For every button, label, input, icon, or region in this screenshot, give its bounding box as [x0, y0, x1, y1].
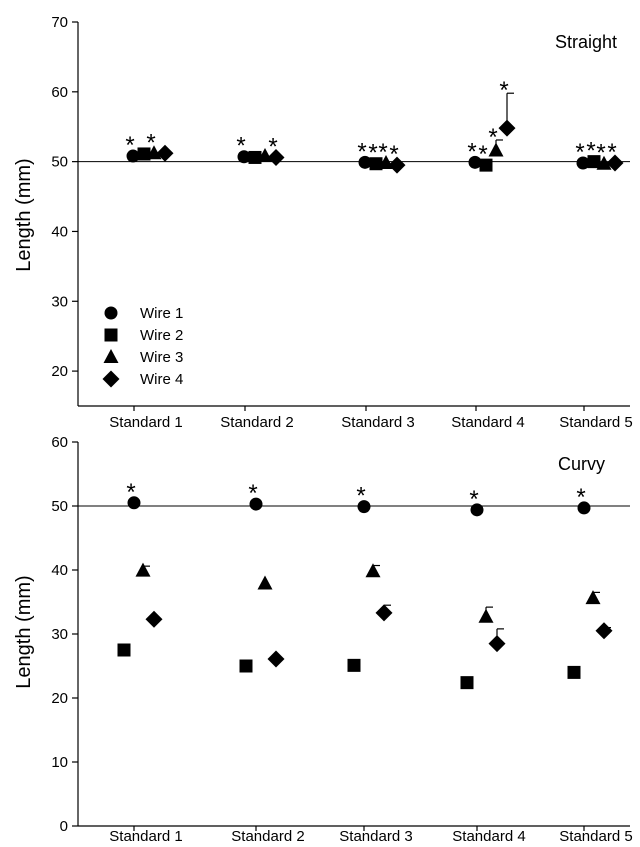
data-point: [146, 145, 162, 160]
data-point: [468, 155, 482, 169]
x-tick-label: Standard 2: [220, 414, 293, 431]
data-point: [347, 658, 361, 672]
y-tick-label: 20: [51, 690, 68, 707]
x-tick-label: Standard 2: [231, 828, 304, 845]
data-point: [135, 562, 151, 577]
data-point: [585, 590, 601, 605]
significance-star: *: [146, 129, 155, 156]
significance-star: *: [488, 124, 497, 151]
data-point: [470, 503, 484, 517]
data-point: [357, 500, 371, 514]
significance-star: *: [268, 133, 277, 160]
legend-marker: [103, 349, 119, 363]
data-point: [117, 643, 131, 657]
significance-star: *: [576, 484, 585, 511]
data-point: [249, 497, 263, 511]
data-point: [137, 147, 151, 161]
significance-star: *: [596, 140, 605, 167]
data-point: [567, 665, 581, 679]
panel-title: Curvy: [558, 454, 605, 474]
legend-marker: [104, 328, 118, 342]
y-tick-label: 40: [51, 562, 68, 579]
y-tick-label: 40: [51, 223, 68, 240]
x-tick-label: Standard 1: [109, 828, 182, 845]
data-point: [576, 156, 590, 170]
y-tick-label: 30: [51, 626, 68, 643]
y-tick-label: 10: [51, 754, 68, 771]
y-axis-label: Length (mm): [13, 575, 35, 688]
data-point: [358, 155, 372, 169]
significance-star: *: [499, 77, 508, 104]
y-tick-label: 30: [51, 293, 68, 310]
data-point: [606, 154, 624, 172]
data-point: [479, 158, 493, 172]
data-point: [126, 149, 140, 163]
data-point: [145, 610, 163, 628]
data-point: [577, 501, 591, 515]
straight-panel: 20 30 40 50 60 70 Standard 1 Standard 2 Standard…: [13, 14, 633, 431]
x-tick-label: Standard 3: [341, 414, 414, 431]
significance-star: *: [126, 479, 135, 506]
significance-star: *: [378, 139, 387, 166]
data-point: [267, 148, 285, 166]
data-point: [239, 659, 253, 673]
significance-star: *: [478, 141, 487, 168]
curvy-panel: 0 10 20 30 40 50 60 Standard 1 Standard 2 Standar…: [13, 434, 633, 845]
significance-star: *: [356, 483, 365, 510]
data-point: [498, 119, 516, 137]
data-point: [127, 496, 141, 510]
data-point: [488, 142, 504, 157]
x-tick-label: Standard 3: [339, 828, 412, 845]
significance-star: *: [575, 139, 584, 166]
data-point: [365, 563, 381, 578]
y-tick-label: 60: [51, 84, 68, 101]
panel-title: Straight: [555, 32, 617, 52]
data-point: [388, 156, 406, 174]
data-point: [488, 635, 506, 653]
significance-star: *: [389, 141, 398, 168]
y-tick-label: 50: [51, 154, 68, 171]
data-point: [156, 144, 174, 162]
x-tick-label: Standard 4: [452, 828, 525, 845]
y-tick-label: 50: [51, 498, 68, 515]
significance-star: *: [607, 139, 616, 166]
data-point: [375, 604, 393, 622]
data-point: [595, 622, 613, 640]
significance-star: *: [469, 486, 478, 513]
y-axis-label: Length (mm): [13, 158, 35, 271]
significance-star: *: [125, 132, 134, 159]
x-tick-label: Standard 5: [559, 414, 632, 431]
data-point: [369, 157, 383, 171]
y-tick-label: 60: [51, 434, 68, 451]
y-tick-label: 0: [60, 818, 68, 835]
data-point: [587, 155, 601, 169]
legend-label: Wire 1: [140, 305, 183, 322]
y-tick-label: 20: [51, 363, 68, 380]
significance-star: *: [248, 480, 257, 507]
legend-label: Wire 4: [140, 371, 183, 388]
data-point: [460, 676, 474, 690]
x-tick-label: Standard 5: [559, 828, 632, 845]
legend-label: Wire 3: [140, 349, 183, 366]
significance-star: *: [467, 138, 476, 165]
significance-star: *: [586, 138, 595, 165]
data-point: [237, 150, 251, 164]
legend: Wire 1 Wire 2 Wire 3 Wire 4: [102, 305, 183, 388]
data-point: [257, 575, 273, 590]
significance-star: *: [357, 138, 366, 165]
legend-label: Wire 2: [140, 327, 183, 344]
x-tick-label: Standard 4: [451, 414, 524, 431]
y-tick-label: 70: [51, 14, 68, 31]
data-point: [478, 608, 494, 623]
legend-marker: [102, 370, 120, 388]
data-point: [596, 155, 612, 170]
x-tick-label: Standard 1: [109, 414, 182, 431]
data-point: [267, 650, 285, 668]
significance-star: *: [236, 133, 245, 160]
legend-marker: [104, 306, 118, 320]
significance-star: *: [368, 140, 377, 167]
